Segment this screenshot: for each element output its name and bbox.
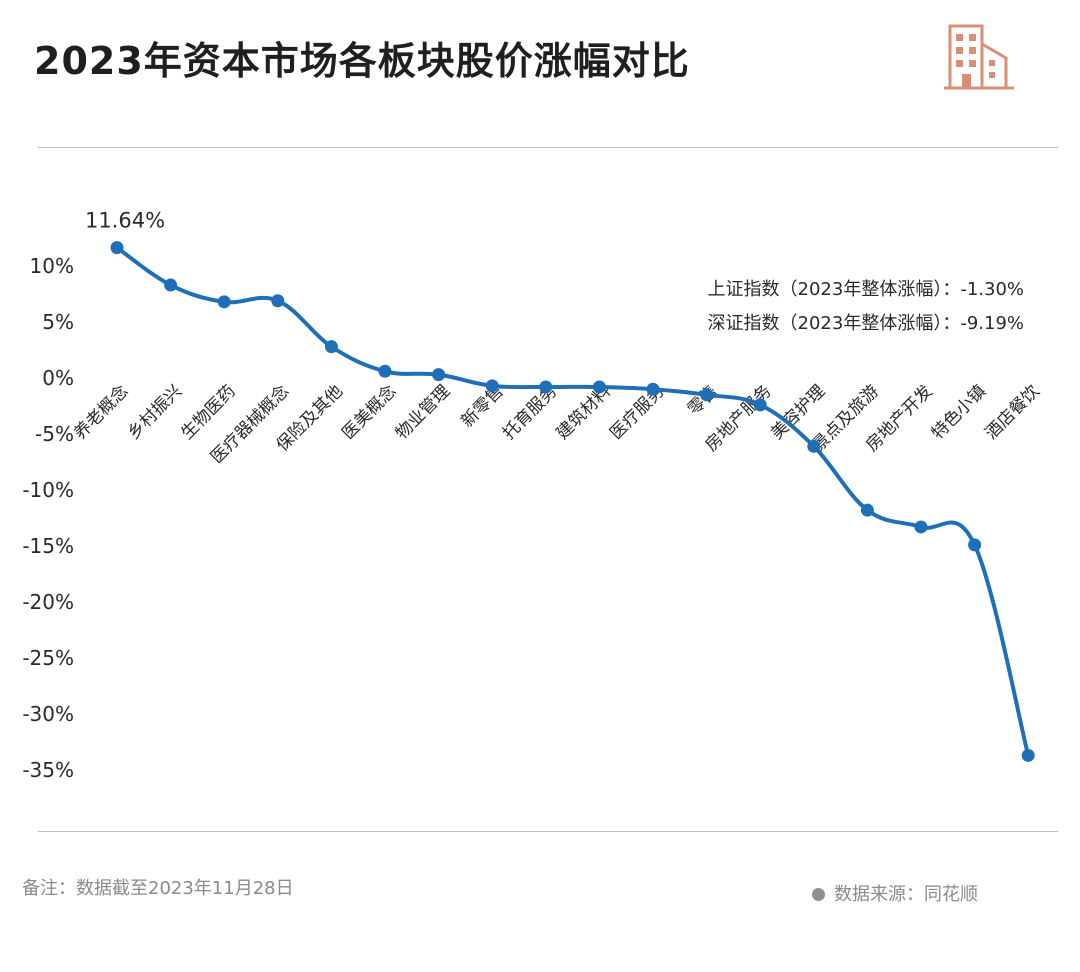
y-tick-label: -35%	[22, 758, 74, 782]
y-tick-label: -30%	[22, 702, 74, 726]
y-tick-label: -25%	[22, 646, 74, 670]
x-category-label: 建筑材料	[553, 381, 615, 443]
x-category-label: 零售	[684, 381, 722, 419]
data-point	[378, 364, 392, 378]
data-point	[592, 380, 606, 394]
x-category-label: 养老概念	[70, 381, 133, 444]
data-labels: 11.64%	[85, 209, 165, 233]
data-point	[860, 503, 874, 517]
data-point	[271, 294, 285, 308]
data-source: 数据来源：同花顺	[812, 880, 978, 906]
footer-note: 备注：数据截至2023年11月28日	[22, 878, 294, 899]
bullet-dot-icon	[812, 888, 825, 901]
index-annotations: 上证指数（2023年整体涨幅）：-1.30% 深证指数（2023年整体涨幅）：-…	[708, 279, 1024, 334]
y-axis: 10% 5% 0% -5% -10% -15% -20% -25% -30% -35%	[22, 254, 74, 782]
data-point	[485, 379, 499, 393]
chart-title: 2023年资本市场各板块股价涨幅对比	[34, 39, 690, 83]
data-points	[110, 241, 1035, 762]
y-tick-label: 0%	[42, 366, 74, 390]
footer-divider	[38, 831, 1058, 832]
data-point	[432, 368, 446, 382]
data-point	[164, 278, 178, 292]
y-tick-label: 5%	[42, 310, 74, 334]
x-category-label: 托育服务	[499, 381, 561, 443]
annotation-shanghai: 上证指数（2023年整体涨幅）：-1.30%	[708, 279, 1024, 300]
y-tick-label: -5%	[35, 422, 74, 446]
data-point	[324, 340, 338, 354]
y-tick-label: 10%	[30, 254, 74, 278]
data-point	[1021, 748, 1035, 762]
x-category-label: 医美概念	[338, 381, 401, 444]
data-point	[753, 398, 767, 412]
data-point	[539, 380, 553, 394]
x-category-label: 物业管理	[392, 381, 454, 443]
header-divider	[38, 147, 1058, 148]
y-tick-label: -20%	[22, 590, 74, 614]
data-label: 11.64%	[85, 209, 165, 233]
data-point	[968, 538, 982, 552]
y-tick-label: -10%	[22, 478, 74, 502]
data-point	[646, 382, 660, 396]
x-category-label: 特色小镇	[928, 381, 990, 443]
annotation-shenzhen: 深证指数（2023年整体涨幅）：-9.19%	[708, 313, 1024, 334]
data-source-text: 数据来源：同花顺	[834, 884, 978, 905]
x-category-label: 乡村振兴	[124, 381, 186, 443]
building-icon	[944, 24, 1014, 90]
data-point	[110, 241, 124, 255]
data-point	[807, 439, 821, 453]
x-category-label: 新零售	[458, 381, 508, 431]
data-point	[217, 295, 231, 309]
data-point	[700, 388, 714, 402]
y-tick-label: -15%	[22, 534, 74, 558]
data-point	[914, 520, 928, 534]
x-category-label: 酒店餐饮	[982, 381, 1044, 443]
